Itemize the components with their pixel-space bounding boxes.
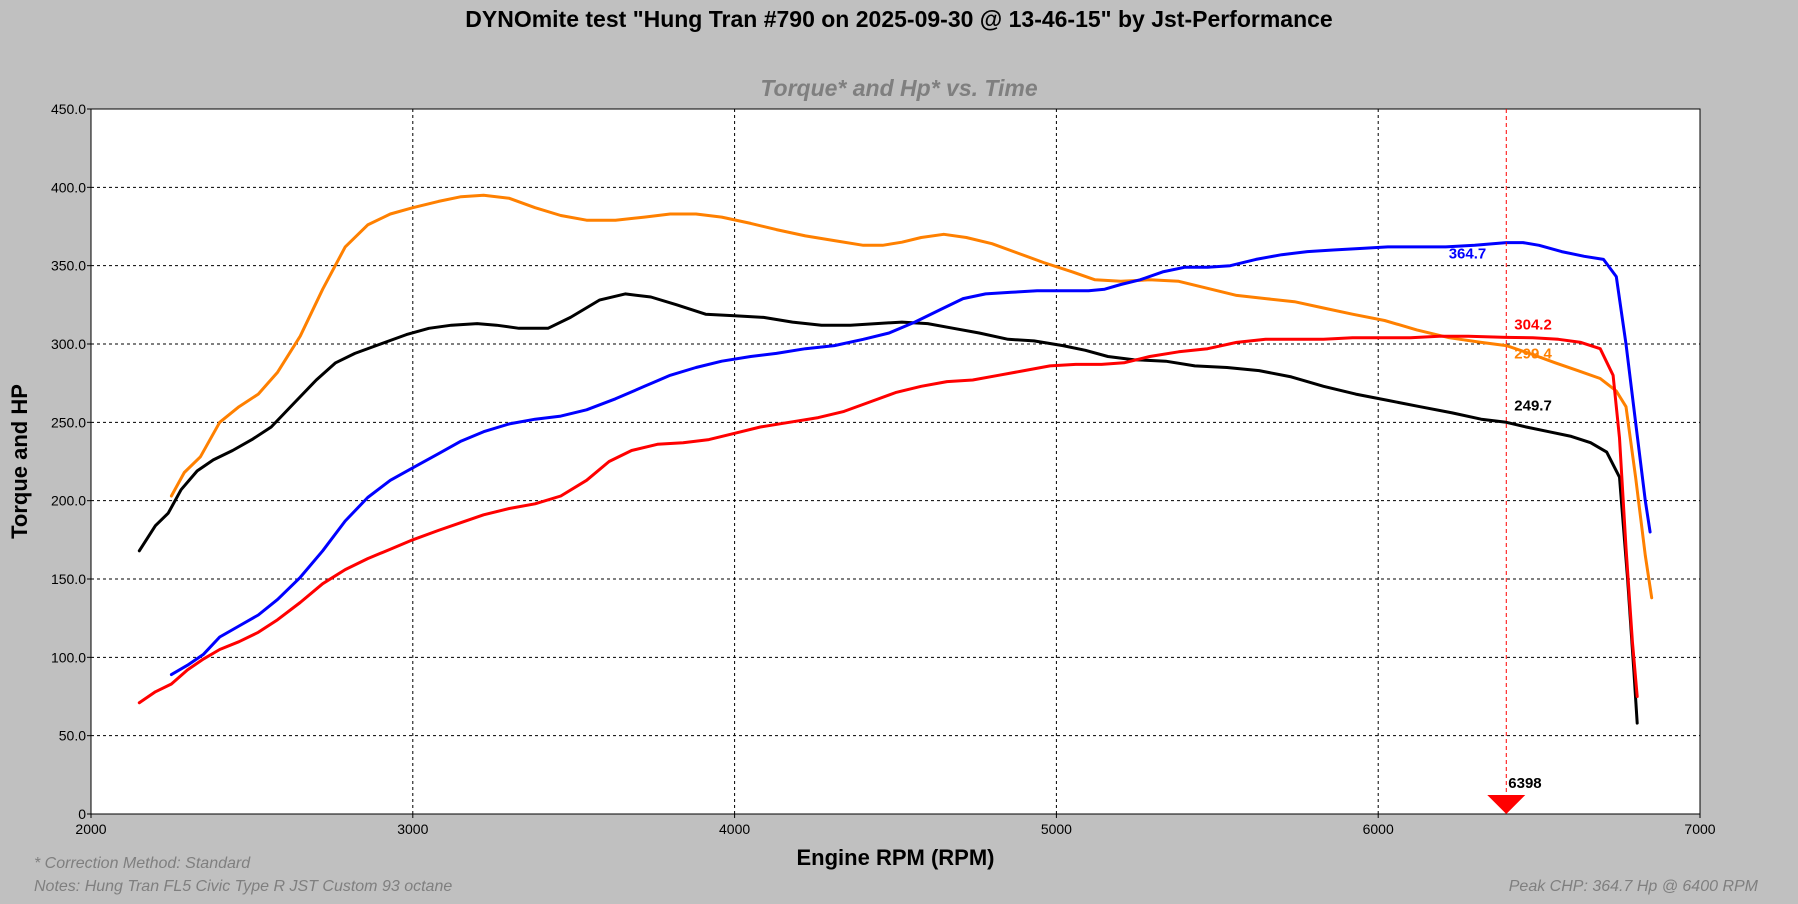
y-tick-label: 250.0 bbox=[51, 414, 86, 430]
y-tick-label: 300.0 bbox=[51, 336, 86, 352]
series-line-2 bbox=[137, 292, 1639, 725]
y-tick-label: 0 bbox=[78, 806, 86, 822]
y-axis-label: Torque and HP bbox=[7, 384, 32, 539]
x-tick-label: 4000 bbox=[719, 821, 750, 837]
peak-readout: Peak CHP: 364.7 Hp @ 6400 RPM bbox=[1508, 878, 1758, 895]
plot-border bbox=[90, 108, 1701, 815]
rpm-cursor-marker[interactable] bbox=[1487, 795, 1526, 814]
series-line-4 bbox=[137, 334, 1639, 705]
y-tick-label: 200.0 bbox=[51, 493, 86, 509]
y-tick-label: 50.0 bbox=[59, 728, 86, 744]
series-line-1 bbox=[169, 193, 1654, 600]
y-tick-label: 400.0 bbox=[51, 179, 86, 195]
x-tick-label: 6000 bbox=[1363, 821, 1394, 837]
plot-background bbox=[90, 108, 1701, 815]
x-tick-label: 7000 bbox=[1684, 821, 1715, 837]
series-value-label-1: 299.4 bbox=[1514, 346, 1552, 363]
chart-title: DYNOmite test "Hung Tran #790 on 2025-09… bbox=[465, 6, 1333, 32]
correction-note: * Correction Method: Standard bbox=[34, 855, 251, 872]
x-tick-label: 3000 bbox=[397, 821, 428, 837]
y-tick-label: 100.0 bbox=[51, 649, 86, 665]
x-tick-label: 2000 bbox=[75, 821, 106, 837]
y-tick-label: 150.0 bbox=[51, 571, 86, 587]
y-tick-label: 350.0 bbox=[51, 258, 86, 274]
plot-area: 0 50.0 100.0 150.0 200.0 250.0 300.0 350.0 400.0… bbox=[7, 101, 1716, 870]
series-value-label-2: 249.7 bbox=[1514, 397, 1552, 414]
chart-subtitle: Torque* and Hp* vs. Time bbox=[760, 75, 1038, 101]
series-line-3 bbox=[169, 241, 1652, 677]
rpm-cursor-label: 6398 bbox=[1508, 775, 1541, 792]
series-value-label-3: 364.7 bbox=[1449, 246, 1487, 263]
x-tick-label: 5000 bbox=[1041, 821, 1072, 837]
run-notes: Notes: Hung Tran FL5 Civic Type R JST Cu… bbox=[34, 878, 453, 895]
x-axis-label: Engine RPM (RPM) bbox=[797, 845, 995, 870]
series-value-label-4: 304.2 bbox=[1514, 316, 1552, 333]
y-tick-label: 450.0 bbox=[51, 101, 86, 117]
